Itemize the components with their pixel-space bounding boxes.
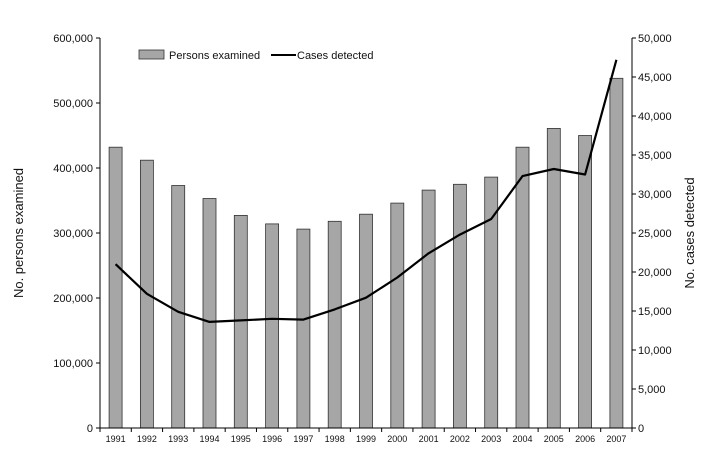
x-tick-label-2007: 2007 — [606, 434, 626, 444]
x-tick-label-2003: 2003 — [481, 434, 501, 444]
right-tick-label: 15,000 — [638, 306, 672, 318]
bar-persons-examined-2007 — [609, 77, 624, 429]
bar-persons-examined-2000 — [390, 202, 405, 429]
x-tick-label-2001: 2001 — [419, 434, 439, 444]
right-tick-label: 50,000 — [638, 33, 672, 45]
right-tick-label: 20,000 — [638, 267, 672, 279]
x-tick-label-2000: 2000 — [387, 434, 407, 444]
bar-persons-examined-1997 — [296, 228, 311, 429]
x-tick-label-2002: 2002 — [450, 434, 470, 444]
y2-axis-label: No. cases detected — [682, 177, 697, 288]
bar-persons-examined-1993 — [171, 185, 186, 429]
x-tick-label-1996: 1996 — [262, 434, 282, 444]
right-tick-label: 0 — [638, 423, 644, 435]
bar-persons-examined-2005 — [546, 127, 561, 429]
left-tick-label: 400,000 — [53, 163, 93, 175]
x-tick-label-1993: 1993 — [168, 434, 188, 444]
right-tick-label: 40,000 — [638, 111, 672, 123]
right-tick-label: 5,000 — [638, 384, 666, 396]
bar-persons-examined-1996 — [265, 223, 280, 429]
right-tick-label: 45,000 — [638, 72, 672, 84]
x-tick-label-1994: 1994 — [199, 434, 219, 444]
right-tick-label: 10,000 — [638, 345, 672, 357]
bar-persons-examined-1994 — [202, 198, 217, 429]
left-tick-label: 100,000 — [53, 358, 93, 370]
y-axis-label: No. persons examined — [11, 168, 26, 298]
bar-persons-examined-2006 — [578, 135, 592, 429]
x-tick-label-2004: 2004 — [512, 434, 532, 444]
x-tick-label-1997: 1997 — [293, 434, 313, 444]
x-tick-label-1999: 1999 — [356, 434, 376, 444]
bar-persons-examined-2002 — [452, 183, 467, 429]
legend-label-cases-detected: Cases detected — [297, 50, 373, 62]
legend: Persons examined Cases detected — [138, 49, 373, 62]
left-tick-label: 0 — [87, 423, 93, 435]
right-tick-label: 30,000 — [638, 189, 672, 201]
bar-persons-examined-2004 — [515, 146, 530, 429]
x-tick-label-1991: 1991 — [106, 434, 126, 444]
x-tick-label-1992: 1992 — [137, 434, 157, 444]
right-tick-label: 25,000 — [638, 228, 672, 240]
left-tick-label: 200,000 — [53, 293, 93, 305]
legend-swatch-persons-examined — [138, 49, 165, 60]
bar-persons-examined-1998 — [327, 220, 342, 429]
left-tick-label: 300,000 — [53, 228, 93, 240]
x-tick-label-2006: 2006 — [575, 434, 595, 444]
left-tick-label: 500,000 — [53, 98, 93, 110]
x-tick-label-1998: 1998 — [325, 434, 345, 444]
legend-label-persons-examined: Persons examined — [169, 50, 260, 62]
right-tick-label: 35,000 — [638, 150, 672, 162]
bar-persons-examined-2003 — [484, 176, 499, 429]
bar-persons-examined-1999 — [359, 213, 373, 429]
x-tick-label-1995: 1995 — [231, 434, 251, 444]
x-tick-label-2005: 2005 — [544, 434, 564, 444]
bar-persons-examined-1991 — [108, 146, 123, 429]
left-tick-label: 600,000 — [53, 33, 93, 45]
bar-persons-examined-2001 — [421, 189, 436, 429]
